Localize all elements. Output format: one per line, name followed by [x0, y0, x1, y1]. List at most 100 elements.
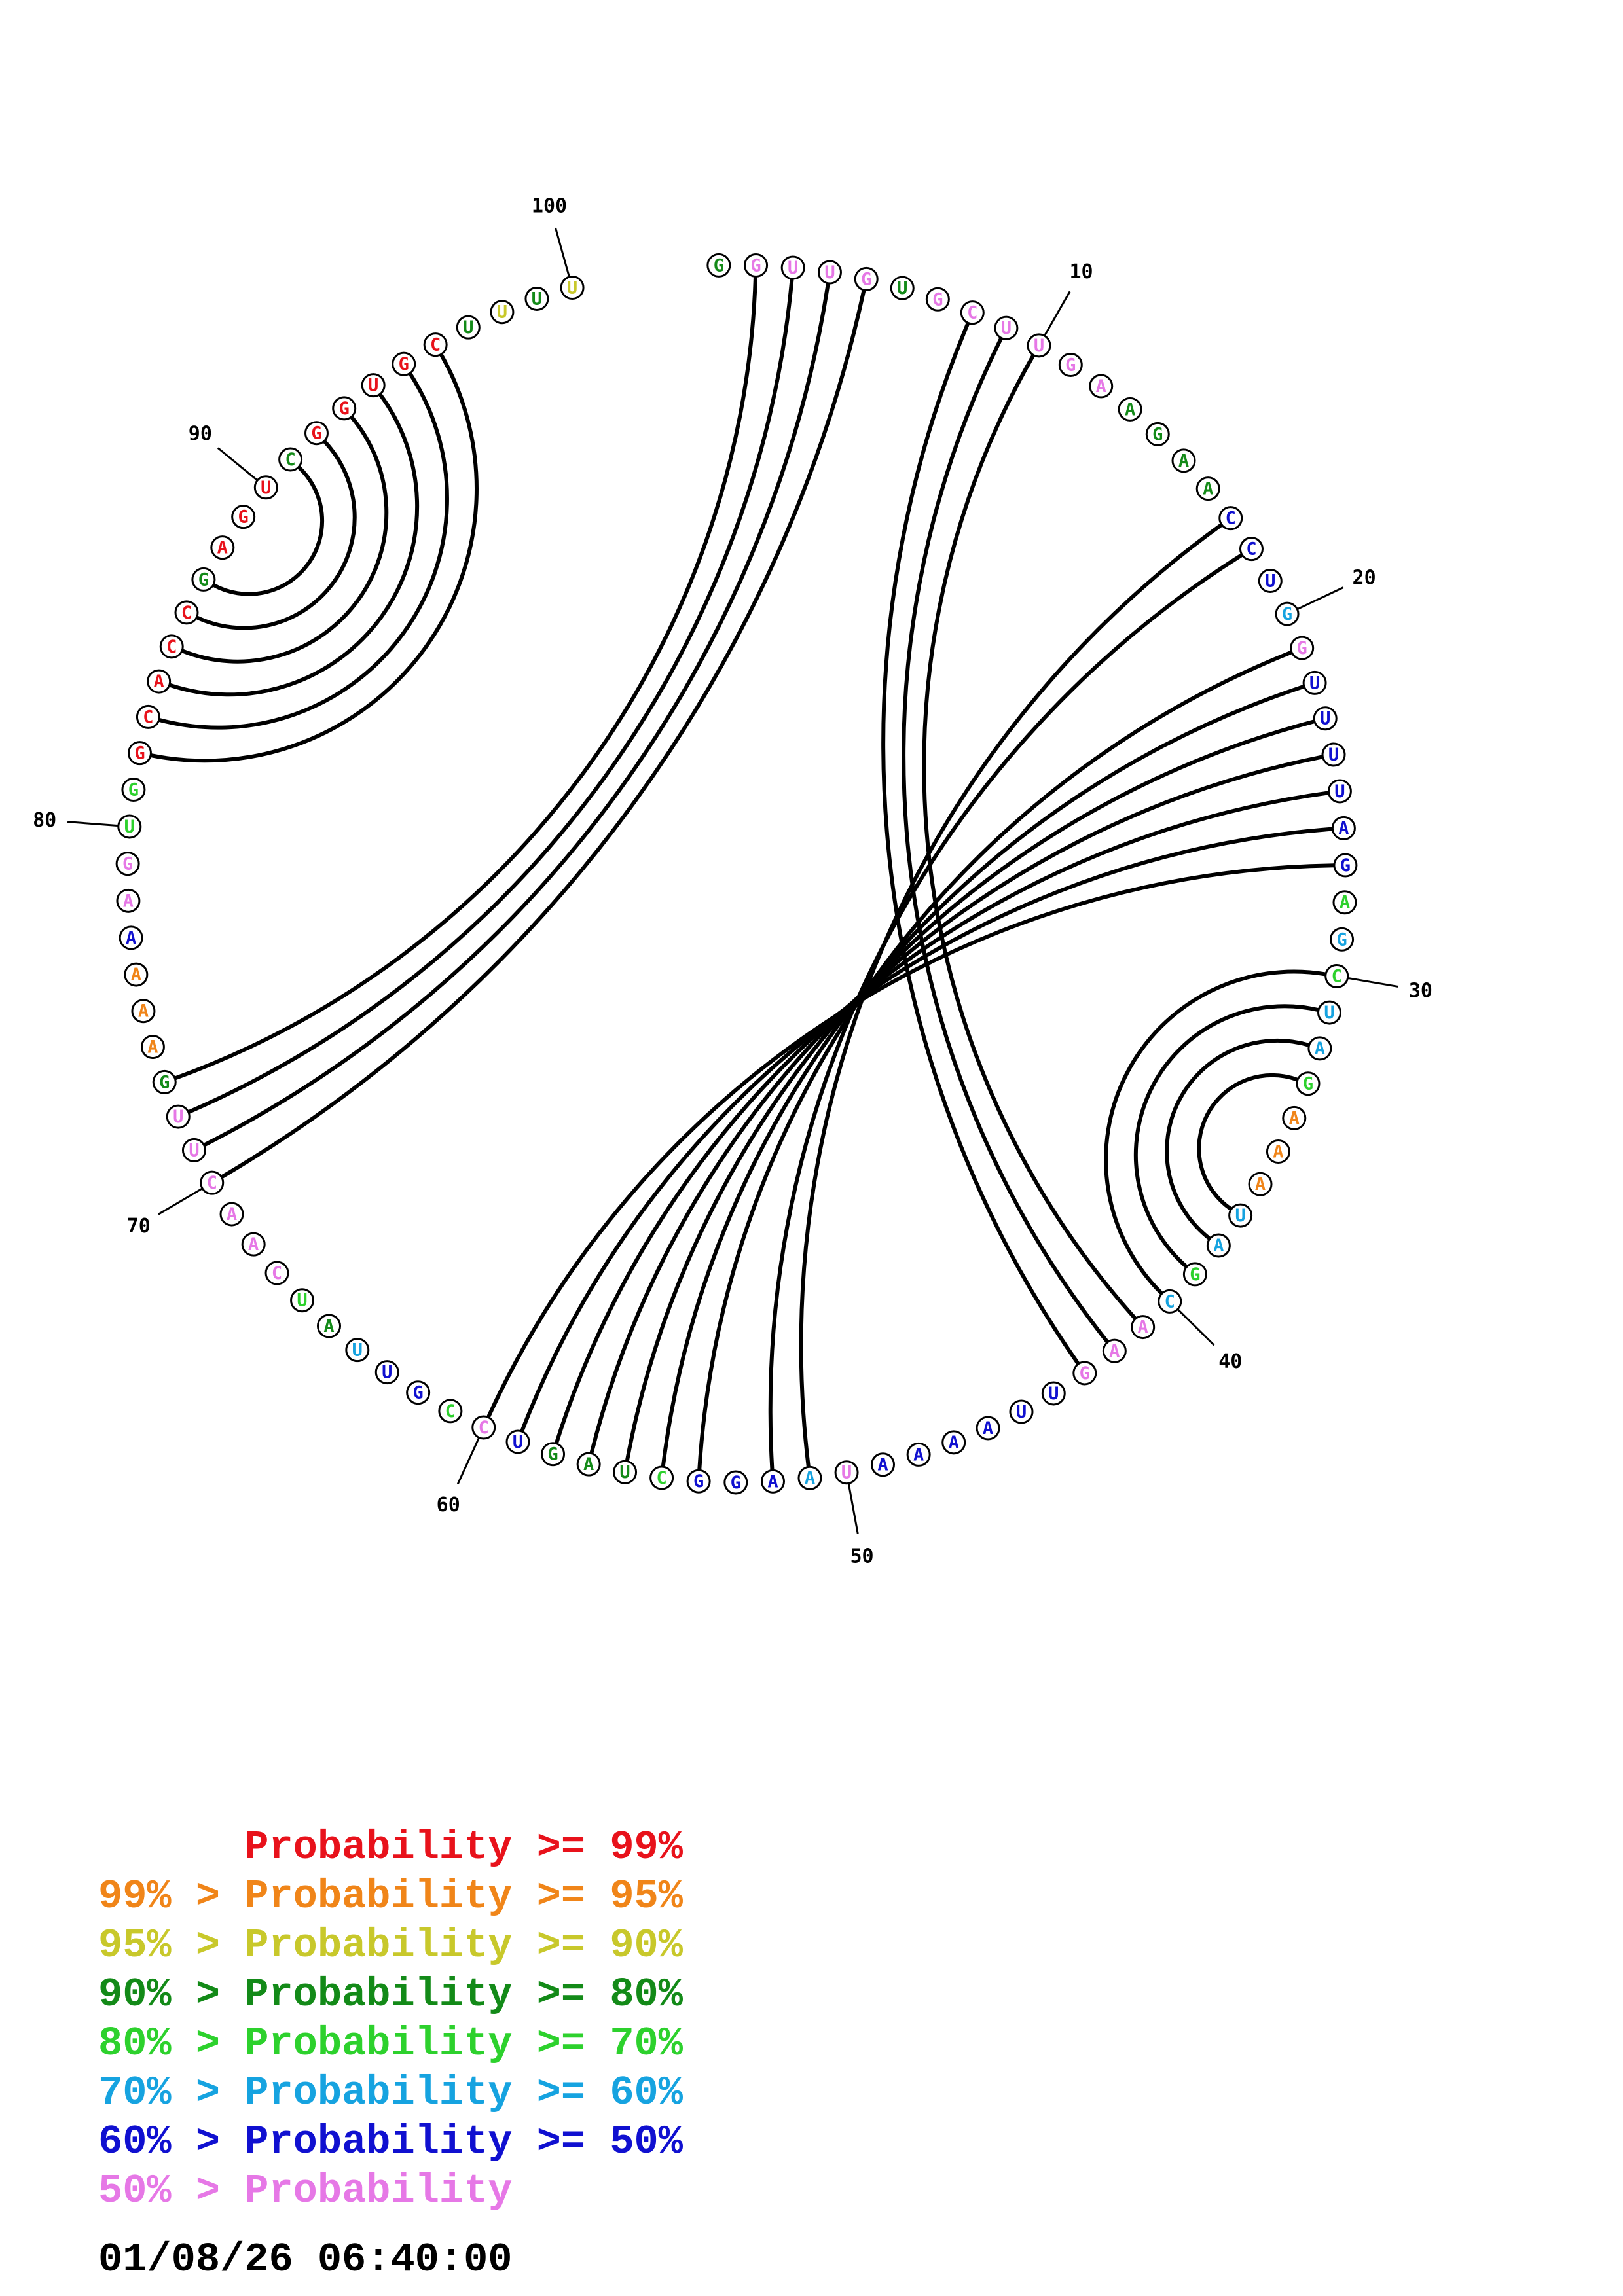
nucleotide-letter: A [1315, 1039, 1325, 1059]
nucleotide-letter: C [445, 1401, 456, 1422]
base-pair-arc-30-40 [1104, 969, 1326, 1295]
nucleotide-90: U [253, 475, 278, 500]
nucleotide-98: U [490, 300, 515, 325]
index-tick-70 [158, 1187, 203, 1215]
nucleotide-27: G [1333, 853, 1358, 878]
nucleotide-letter: G [339, 399, 350, 419]
legend-line-6: 70% > Probability >= 60% [98, 2068, 683, 2117]
nucleotide-letter: U [532, 289, 542, 309]
nucleotide-94: U [361, 373, 386, 398]
nucleotide-64: U [345, 1338, 370, 1363]
index-label-90: 90 [189, 422, 212, 445]
index-tick-80 [67, 821, 119, 827]
base-pair-arcs [150, 276, 1334, 1471]
base-pair-arc-85-93 [181, 415, 389, 664]
base-pair-arc-27-60 [486, 863, 1334, 1418]
nucleotide-letter: G [714, 255, 724, 276]
nucleotide-71: U [181, 1138, 206, 1162]
nucleotide-56: U [613, 1460, 638, 1484]
nucleotide-letter: G [134, 744, 145, 764]
nucleotide-83: C [136, 704, 160, 729]
legend-line-5: 80% > Probability >= 70% [98, 2019, 683, 2068]
nucleotide-87: G [191, 567, 216, 592]
nucleotide-letter: A [323, 1316, 334, 1336]
nucleotide-letter: A [123, 891, 134, 911]
nucleotide-85: C [159, 634, 184, 659]
base-pair-arc-10-41 [922, 354, 1137, 1320]
nucleotide-10: U [1027, 333, 1051, 358]
nucleotide-letter: G [1080, 1363, 1090, 1384]
nucleotide-letter: A [1203, 479, 1213, 499]
nucleotide-letter: C [181, 603, 192, 623]
nucleotide-letter: G [1190, 1265, 1200, 1285]
legend-label: Probability [244, 2168, 513, 2214]
base-pair-arc-9-42 [902, 337, 1110, 1344]
nucleotide-letter: G [750, 255, 761, 276]
nucleotide-letter: A [1273, 1142, 1283, 1162]
nucleotide-93: G [332, 396, 357, 421]
nucleotide-50: U [834, 1460, 859, 1485]
nucleotide-47: A [941, 1430, 966, 1455]
nucleotide-41: A [1131, 1315, 1156, 1340]
legend-line-7: 60% > Probability >= 50% [98, 2117, 683, 2166]
legend-prefix: 80% > [98, 2020, 245, 2067]
nucleotide-15: A [1171, 448, 1196, 473]
nucleotide-89: G [231, 505, 256, 529]
nucleotide-letter: U [382, 1363, 392, 1383]
base-pair-arc-87-91 [212, 465, 324, 596]
probability-legend: Probability >= 99% 99% > Probability >= 9… [98, 1823, 683, 2215]
base-pair-arc-5-70 [220, 289, 866, 1179]
base-pair-arc-18-52 [768, 553, 1243, 1471]
nucleotide-letter: U [1235, 1206, 1245, 1226]
nucleotide-letter: A [1340, 893, 1350, 913]
nucleotide-letter: C [430, 335, 441, 355]
index-ticks: 10 20 30 40 50 60 70 80 90 100 [33, 194, 1432, 1568]
index-tick-10 [1044, 291, 1071, 336]
nucleotide-32: A [1307, 1036, 1332, 1061]
legend-label: Probability >= 95% [244, 1873, 683, 1920]
nucleotide-49: A [871, 1452, 896, 1477]
nucleotide-45: U [1009, 1399, 1034, 1424]
legend-label: Probability >= 50% [244, 2119, 683, 2165]
nucleotide-letter: A [1289, 1108, 1300, 1128]
nucleotide-67: C [264, 1261, 289, 1285]
nucleotide-17: C [1218, 506, 1243, 531]
nucleotide-letter: G [1340, 855, 1351, 876]
nucleotide-letter: A [1138, 1318, 1148, 1338]
nucleotide-19: U [1258, 569, 1283, 594]
nucleotide-14: G [1145, 422, 1170, 446]
nucleotide-75: A [131, 999, 156, 1024]
nucleotide-ring: G G U U G UGCUUGAAGAACCUGGUUUUAGAGCUAGAAAUAGC… [115, 253, 1358, 1495]
nucleotide-62: G [406, 1380, 431, 1405]
legend-line-8: 50% > Probability [98, 2166, 683, 2215]
base-pair-arc-25-58 [554, 791, 1330, 1444]
nucleotide-39: G [1182, 1262, 1207, 1287]
nucleotide-79: G [115, 852, 140, 876]
nucleotide-letter: G [932, 289, 943, 310]
index-tick-90 [217, 447, 259, 482]
nucleotide-letter: G [731, 1473, 741, 1493]
nucleotide-46: A [976, 1416, 1000, 1441]
nucleotide-letter: U [788, 258, 798, 278]
nucleotide-80: U [117, 814, 142, 839]
nucleotide-letter: G [1065, 355, 1076, 376]
nucleotide-letter: G [1297, 638, 1307, 658]
nucleotide-letter: C [1165, 1291, 1175, 1312]
nucleotide-92: G [304, 421, 329, 446]
nucleotide-letter: U [1309, 673, 1320, 693]
nucleotide-3: U [780, 255, 805, 280]
legend-prefix: 95% > [98, 1922, 245, 1969]
nucleotide-letter: U [261, 478, 271, 498]
nucleotide-82: G [127, 741, 152, 766]
nucleotide-letter: A [138, 1001, 149, 1022]
legend-line-3: 95% > Probability >= 90% [98, 1921, 683, 1970]
legend-line-4: 90% > Probability >= 80% [98, 1970, 683, 2019]
nucleotide-65: A [317, 1314, 342, 1338]
nucleotide-letter: A [227, 1204, 237, 1225]
nucleotide-44: U [1041, 1381, 1066, 1406]
nucleotide-88: A [210, 535, 235, 560]
base-pair-arc-33-37 [1197, 1073, 1299, 1211]
nucleotide-letter: A [877, 1455, 888, 1475]
timestamp: 01/08/26 06:40:00 [98, 2236, 513, 2283]
index-label-80: 80 [33, 809, 56, 832]
